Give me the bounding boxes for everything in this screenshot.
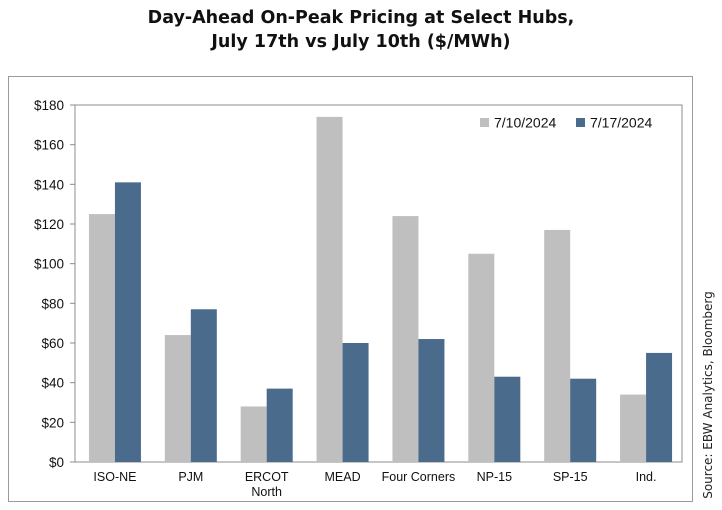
bar-7/10/2024-Four Corners <box>392 216 419 462</box>
legend-label: 7/17/2024 <box>590 115 652 131</box>
bar-7/10/2024-ISO-NE <box>88 214 115 462</box>
y-tick-label: $140 <box>34 177 64 192</box>
x-tick-label: SP-15 <box>553 470 588 484</box>
bar-7/10/2024-NP-15 <box>468 253 495 462</box>
bar-7/17/2024-ISO-NE <box>114 182 141 462</box>
chart-title: Day-Ahead On-Peak Pricing at Select Hubs… <box>0 6 722 54</box>
x-tick-label: PJM <box>178 470 203 484</box>
y-tick-label: $180 <box>34 98 64 113</box>
bar-7/17/2024-MEAD <box>342 343 369 462</box>
bar-7/10/2024-MEAD <box>316 116 343 463</box>
x-tick-label: North <box>251 485 282 499</box>
y-tick-label: $0 <box>49 455 64 470</box>
x-tick-label: Ind. <box>636 470 657 484</box>
bar-7/17/2024-ERCOT North <box>266 388 293 462</box>
y-tick-label: $40 <box>41 376 64 391</box>
x-tick-label: ISO-NE <box>93 470 136 484</box>
y-tick-label: $80 <box>41 296 64 311</box>
bar-7/17/2024-NP-15 <box>494 376 521 462</box>
bar-7/10/2024-Ind. <box>620 394 647 462</box>
legend-label: 7/10/2024 <box>494 115 556 131</box>
y-tick-label: $100 <box>34 257 64 272</box>
bar-7/17/2024-PJM <box>190 309 217 462</box>
x-tick-label: Four Corners <box>382 470 456 484</box>
legend-swatch <box>480 118 489 127</box>
chart-title-line-1: Day-Ahead On-Peak Pricing at Select Hubs… <box>147 8 575 28</box>
chart-title-line-2: July 17th vs July 10th ($/MWh) <box>211 32 511 52</box>
source-note: Source: EBW Analytics, Bloomberg <box>701 291 715 499</box>
bar-7/10/2024-ERCOT North <box>240 406 267 462</box>
plot-area <box>74 104 683 463</box>
bar-7/17/2024-Four Corners <box>418 339 445 462</box>
y-tick-label: $20 <box>41 415 64 430</box>
bar-7/10/2024-PJM <box>164 335 191 462</box>
y-tick-label: $160 <box>34 138 64 153</box>
x-tick-label: NP-15 <box>477 470 512 484</box>
bar-7/17/2024-Ind. <box>646 352 673 462</box>
legend-swatch <box>576 118 585 127</box>
bar-7/17/2024-SP-15 <box>570 378 597 462</box>
y-tick-label: $120 <box>34 217 64 232</box>
x-tick-label: MEAD <box>325 470 361 484</box>
x-tick-label: ERCOT <box>245 470 289 484</box>
bar-7/10/2024-SP-15 <box>544 229 571 462</box>
y-tick-label: $60 <box>41 336 64 351</box>
